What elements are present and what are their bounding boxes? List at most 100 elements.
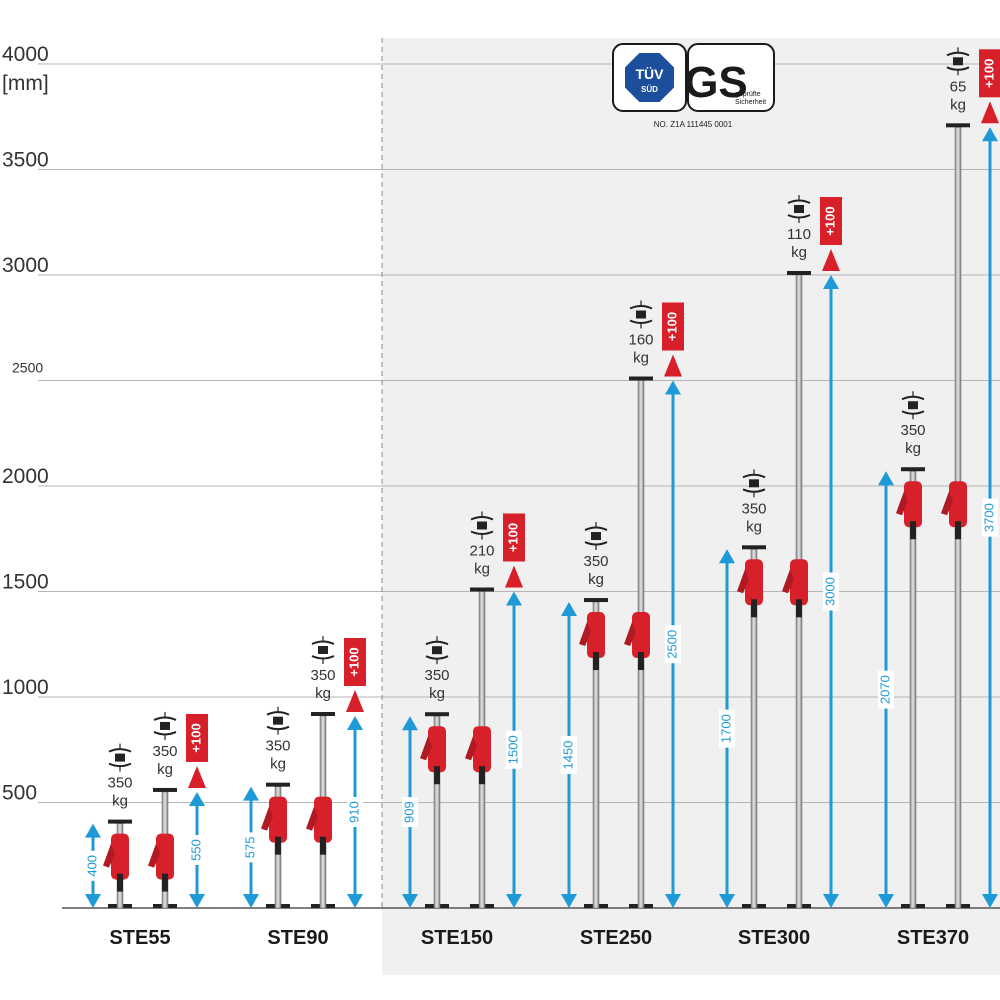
weight-icon xyxy=(953,57,963,66)
prop-head xyxy=(584,598,608,603)
prop-grip xyxy=(117,873,123,892)
arrow-up-icon xyxy=(878,471,894,486)
y-axis-labels: 4000 3500 3000 2500 2000 1500 1000 500 xyxy=(2,43,49,805)
prop-grip xyxy=(910,521,916,540)
prop-clamp xyxy=(904,481,922,528)
extension-label: +100 xyxy=(188,723,203,752)
weight-icon xyxy=(432,646,442,655)
prop-head xyxy=(901,467,925,472)
model-label: STE150 xyxy=(421,927,493,949)
arrow-down-icon xyxy=(402,894,418,908)
model-label: STE55 xyxy=(109,927,170,949)
support-bars: 400350kg550350kg+100575350kg910350kg+100… xyxy=(84,47,1000,909)
load-plate-icon xyxy=(470,516,494,521)
load-unit: kg xyxy=(474,561,490,578)
prop-handle xyxy=(896,491,908,516)
load-plate-icon xyxy=(629,305,653,310)
height-label: 550 xyxy=(188,839,203,861)
y-tick-label: 1000 xyxy=(2,676,49,699)
prop-handle xyxy=(579,622,591,647)
y-tick-label: 1500 xyxy=(2,571,49,594)
load-plate-icon xyxy=(742,473,766,479)
weight-icon xyxy=(115,753,125,762)
load-capacity-max: 65 xyxy=(950,78,967,95)
prop-grip xyxy=(593,652,599,671)
prop-clamp xyxy=(111,833,129,880)
tuv-octagon-icon xyxy=(623,51,676,104)
prop-clamp xyxy=(587,612,605,659)
weight-icon xyxy=(591,532,601,541)
weight-icon xyxy=(160,721,170,730)
arrow-down-icon xyxy=(189,894,205,908)
height-label: 1500 xyxy=(505,735,520,764)
extension-arrow-icon xyxy=(505,565,523,588)
extension-badge xyxy=(662,302,684,351)
arrow-up-icon xyxy=(347,715,363,730)
load-capacity-min: 350 xyxy=(424,667,449,684)
load-plate-icon xyxy=(153,716,177,721)
load-unit: kg xyxy=(315,685,331,702)
height-label-background xyxy=(561,736,577,775)
extension-badge xyxy=(186,713,208,762)
arrow-down-icon xyxy=(665,894,681,908)
load-capacity-max: 210 xyxy=(469,543,494,560)
prop-handle xyxy=(306,806,318,831)
prop-grip xyxy=(275,836,281,855)
height-label-background xyxy=(665,625,681,664)
model-label: STE300 xyxy=(738,927,810,949)
prop-head xyxy=(425,712,449,717)
tuv-text: TÜV xyxy=(636,66,665,82)
arrow-up-icon xyxy=(719,549,735,564)
load-capacity-max: 160 xyxy=(628,332,653,349)
arrow-up-icon xyxy=(982,127,998,142)
prop-grip xyxy=(955,521,961,540)
gs-text: GS xyxy=(684,58,748,107)
load-plate-icon xyxy=(946,51,970,57)
height-label-background xyxy=(982,498,998,537)
gs-sub-text-2: Sicherheit xyxy=(735,99,766,106)
height-label: 909 xyxy=(401,801,416,823)
load-unit: kg xyxy=(950,96,966,113)
prop-clamp xyxy=(745,559,763,606)
prop-grip xyxy=(796,599,802,618)
arrow-down-icon xyxy=(347,894,363,908)
height-label-background xyxy=(506,730,522,769)
prop-head xyxy=(742,545,766,550)
height-label: 2500 xyxy=(664,630,679,659)
extension-badge xyxy=(344,637,366,686)
arrow-down-icon xyxy=(719,894,735,908)
extension-arrow-icon xyxy=(664,354,682,377)
height-label: 400 xyxy=(84,855,99,877)
y-tick-label: 500 xyxy=(2,782,37,805)
height-label-background xyxy=(823,572,839,611)
extension-label: +100 xyxy=(664,312,679,341)
arrow-up-icon xyxy=(85,823,101,838)
y-tick-label: 4000 xyxy=(2,43,49,66)
y-tick-label: 3500 xyxy=(2,149,49,172)
prop-handle xyxy=(465,736,477,761)
load-unit: kg xyxy=(633,350,649,367)
prop-clamp xyxy=(949,481,967,528)
extension-label: +100 xyxy=(981,59,996,88)
gs-sub-text-1: geprüfte xyxy=(735,91,761,98)
arrow-up-icon xyxy=(823,275,839,289)
prop-grip xyxy=(162,873,168,892)
load-plate-icon xyxy=(425,640,449,646)
certification-badge: TÜV SÜD GS geprüfte Sicherheit NO. Z1A 1… xyxy=(612,43,775,129)
load-unit: kg xyxy=(429,685,445,702)
load-plate-icon xyxy=(311,640,335,645)
weight-icon xyxy=(636,310,646,319)
prop-handle xyxy=(624,622,636,647)
prop-clamp xyxy=(428,726,446,773)
prop-head xyxy=(266,782,290,787)
load-unit: kg xyxy=(157,761,173,778)
prop-handle xyxy=(737,569,749,594)
height-label-background xyxy=(719,709,735,748)
extension-label: +100 xyxy=(346,647,361,676)
model-label: STE370 xyxy=(897,927,969,949)
weight-icon xyxy=(318,645,328,654)
